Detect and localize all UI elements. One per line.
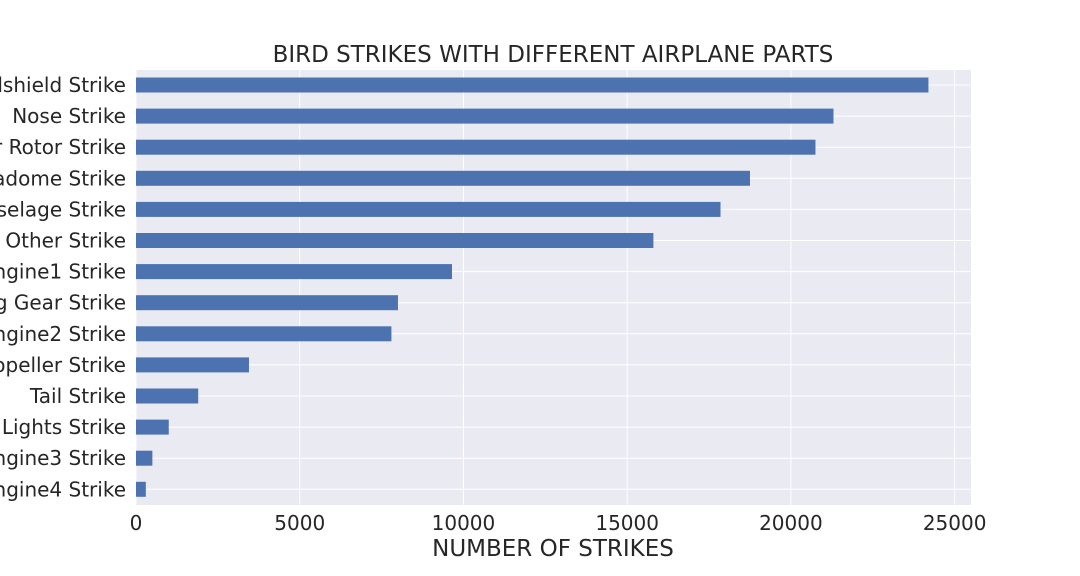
bar [136,108,834,124]
bar [136,77,929,93]
bar [136,233,654,248]
category-label: g Gear Strike [0,291,126,315]
category-label: Nose Strike [12,104,126,128]
x-tick-labels: 0 5000 10000 15000 20000 25000 [130,511,987,535]
chart-title: BIRD STRIKES WITH DIFFERENT AIRPLANE PAR… [273,42,834,68]
category-label: ngine3 Strike [0,446,126,470]
category-label: Lights Strike [2,415,126,439]
bar [136,450,153,466]
plot-area [136,70,971,505]
x-tick-label: 10000 [432,511,496,535]
category-label: adome Strike [0,166,126,190]
category-label: opeller Strike [0,353,126,377]
bar [136,388,199,404]
bar [136,295,398,311]
category-label: ngine2 Strike [0,322,126,346]
x-tick-label: 15000 [595,511,659,535]
bar [136,419,169,435]
category-label: r Rotor Strike [0,135,126,159]
category-label: dshield Strike [0,73,126,97]
x-tick-label: 25000 [923,511,987,535]
category-label: Other Strike [5,229,126,253]
bar [136,264,452,280]
bar [136,201,721,217]
bars [136,77,929,497]
x-tick-label: 5000 [274,511,325,535]
bar [136,326,392,342]
bar [136,170,750,186]
x-tick-label: 0 [130,511,143,535]
bar [136,481,146,497]
x-tick-label: 20000 [759,511,823,535]
category-label: ngine4 Strike [0,477,126,501]
bar [136,139,816,155]
category-labels: dshield Strike Nose Strike r Rotor Strike a… [0,73,126,501]
category-label: ngine1 Strike [0,260,126,284]
bar [136,357,249,373]
category-label: Tail Strike [29,384,126,408]
category-label: selage Strike [0,197,126,221]
x-axis-title: NUMBER OF STRIKES [432,536,674,562]
